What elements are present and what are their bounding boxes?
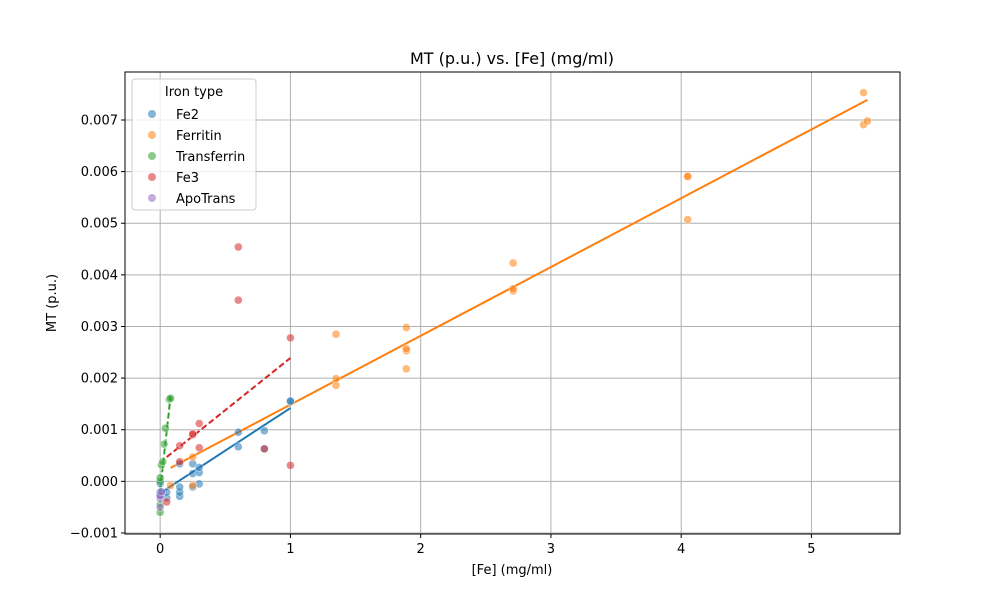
data-point [188,481,197,490]
y-tick-label: 0.001 [81,423,118,438]
data-point [195,463,204,472]
y-tick-label: 0.002 [81,372,118,387]
grid [125,72,900,534]
data-point [234,428,243,437]
data-point [188,429,197,439]
legend: Iron type Fe2 Ferritin Transferrin Fe3 ApoTr… [131,78,257,211]
legend-marker [148,194,156,202]
data-point [286,461,295,470]
data-point [331,374,341,383]
data-point [155,502,165,512]
y-tick-label: 0.000 [81,475,118,490]
legend-label: Ferritin [176,129,222,144]
data-point [157,487,166,496]
data-point [683,215,692,224]
data-point [175,457,184,466]
legend-label: Transferrin [175,150,245,165]
data-point [159,439,169,449]
data-point [234,242,243,252]
y-tick-label: 0.007 [81,114,118,129]
x-tick-label: 1 [286,542,294,557]
legend-title: Iron type [165,85,223,100]
legend-label: ApoTrans [176,192,236,207]
y-tick-label: 0.006 [81,165,118,180]
legend-label: Fe2 [176,108,199,123]
data-point [175,482,184,492]
x-tick-label: 3 [547,542,555,557]
data-point [863,116,872,126]
x-tick-label: 5 [807,542,815,557]
data-point [260,444,269,454]
data-point [162,497,171,507]
data-point [683,172,692,181]
y-axis-ticks: −0.001 0.000 0.001 0.002 0.003 0.004 0.005 0.00… [70,114,125,541]
legend-marker [148,131,156,139]
data-point [402,344,411,353]
data-point [188,452,197,462]
data-point [234,442,243,451]
data-point [286,333,295,343]
data-point [260,426,269,435]
data-point [402,323,411,332]
x-tick-label: 2 [417,542,425,557]
y-tick-label: −0.001 [70,526,118,541]
data-point [859,88,868,97]
fit-line [170,98,868,469]
legend-box [131,78,257,211]
data-point [166,394,175,403]
data-point [331,330,341,339]
data-point [402,364,411,374]
y-tick-label: 0.005 [81,217,118,232]
y-tick-label: 0.004 [81,268,118,283]
data-point [155,473,165,482]
data-point [195,419,204,428]
data-point [158,457,167,466]
x-axis-ticks: 0 1 2 3 4 5 [156,534,816,557]
data-point [195,443,204,452]
data-point [166,481,175,490]
data-points [155,88,872,517]
legend-marker [148,110,156,118]
legend-items: Fe2 Ferritin Transferrin Fe3 ApoTrans [148,108,245,207]
legend-label: Fe3 [176,171,199,186]
x-tick-label: 0 [156,542,164,557]
x-axis-label: [Fe] (mg/ml) [472,563,553,578]
plot-area-frame [124,71,901,535]
fit-line [159,407,291,495]
data-point [508,284,518,294]
data-point [175,441,184,450]
y-axis-label: MT (p.u.) [45,274,60,332]
data-point [508,258,518,268]
y-tick-label: 0.003 [81,320,118,335]
data-point [286,396,295,406]
chart-title: MT (p.u.) vs. [Fe] (mg/ml) [410,49,614,68]
legend-marker [148,152,156,160]
x-tick-label: 4 [677,542,685,557]
legend-marker [148,173,156,181]
data-point [161,423,170,433]
data-point [234,295,243,305]
